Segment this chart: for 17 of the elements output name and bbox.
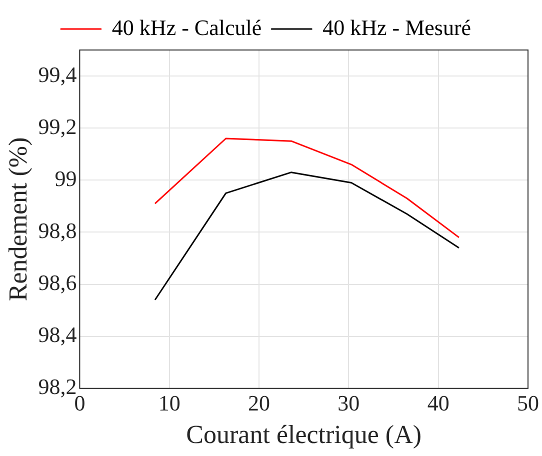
y-tick-label: 99,4 xyxy=(38,62,77,87)
y-tick-label: 98,8 xyxy=(38,218,77,243)
x-tick-label: 30 xyxy=(338,390,360,416)
x-tick-label: 10 xyxy=(158,390,180,416)
y-tick-label: 98,6 xyxy=(38,270,77,296)
x-tick-label: 50 xyxy=(517,390,539,416)
y-tick-label: 99,2 xyxy=(38,114,77,139)
x-tick-label: 20 xyxy=(248,390,270,416)
legend-label: 40 kHz - Calculé xyxy=(112,14,262,40)
y-tick-label: 98,4 xyxy=(38,322,77,348)
legend-label: 40 kHz - Mesuré xyxy=(322,14,472,40)
x-axis-title: Courant électrique (A) xyxy=(186,420,422,450)
x-tick-label: 0 xyxy=(74,390,86,416)
y-tick-label: 98,2 xyxy=(38,374,77,400)
y-tick-label: 99 xyxy=(54,166,77,191)
x-tick-label: 40 xyxy=(427,390,450,416)
y-axis-title: Rendement (%) xyxy=(3,137,32,302)
